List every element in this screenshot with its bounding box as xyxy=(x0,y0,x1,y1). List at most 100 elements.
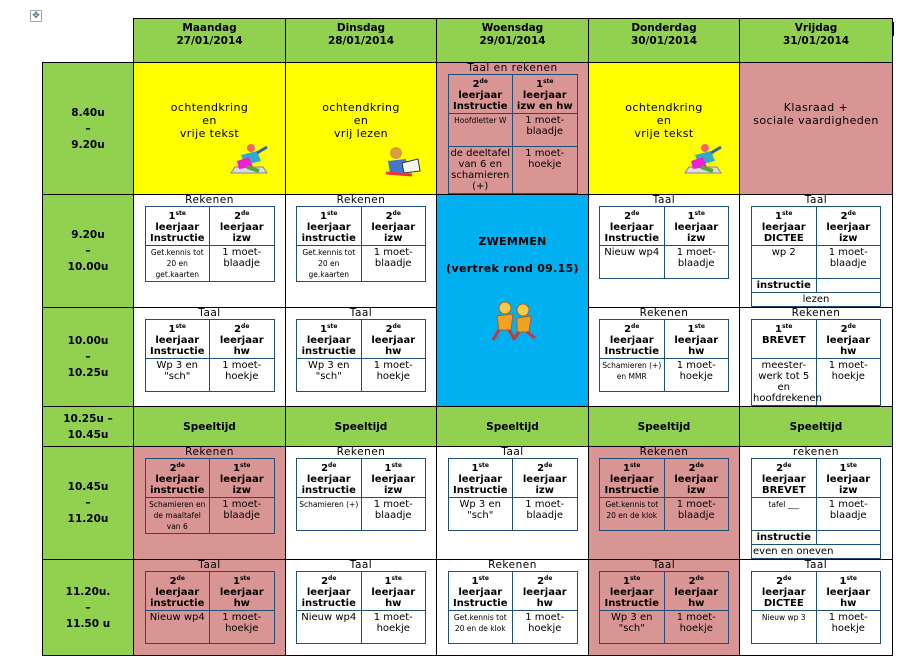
lesson-cell: ZWEMMEN (vertrek rond 09.15) xyxy=(436,194,589,407)
ordinal-suffix: ste xyxy=(542,78,554,85)
group-header-row: 2de leerjaar DICTEE 1ste leerjaar hw xyxy=(751,571,881,611)
subject-title: Taal en rekenen xyxy=(467,62,558,74)
lesson-cell: rekenen 2de leerjaar BREVET 1ste leerjaar … xyxy=(739,446,893,560)
group-table: 2de leerjaar instructie 1ste leerjaar izw… xyxy=(296,458,426,531)
day-name: Dinsdag xyxy=(336,22,386,34)
header-row: Maandag 27/01/2014 Dinsdag 28/01/2014 Woensd… xyxy=(42,18,893,63)
lesson-cell: Taal 1ste leerjaar Instructie 2de leerjaar… xyxy=(436,446,589,560)
child-reading-icon xyxy=(382,145,422,180)
group-task: Wp 3 en "sch" xyxy=(296,358,362,392)
subject-title: Rekenen xyxy=(488,559,537,571)
day-name: Woensdag xyxy=(481,22,544,34)
group-task-row: Get.kennis tot 20 en get.kaarten 1 moet-b… xyxy=(144,245,275,282)
swim-note: (vertrek rond 09.15) xyxy=(446,262,579,275)
subject-title: Rekenen xyxy=(639,307,689,319)
time-slot: 9.20u – 10.00u xyxy=(42,194,134,308)
group-task: 1 moet-hoekje xyxy=(815,358,881,406)
group-task: Get.kennis tot 20 en de klok xyxy=(599,497,665,531)
lesson-line: vrij lezen xyxy=(334,127,388,140)
time-text: 11.20u. xyxy=(65,585,111,598)
group-header: 2de leerjaar hw xyxy=(663,571,729,611)
group-task-row: Wp 3 en "sch" 1 moet-blaadje xyxy=(447,497,578,531)
group-header: 2de leerjaar instructie xyxy=(296,458,362,498)
group-task: 1 moet-blaadje xyxy=(360,245,426,282)
group-table: 2de leerjaar instructie 1ste leerjaar hw N… xyxy=(144,571,275,644)
group-table: 1ste leerjaar Instructie 2de leerjaar izw… xyxy=(144,206,275,282)
time-text: – xyxy=(85,601,91,614)
group-header-row: 2de leerjaar instructie 1ste leerjaar izw xyxy=(144,458,275,498)
time-text: 9.20u xyxy=(71,138,105,151)
lesson-line: ochtendkring xyxy=(170,101,249,114)
ordinal-suffix: de xyxy=(479,78,488,85)
group-table: 2de leerjaar instructie 1ste leerjaar hw N… xyxy=(296,571,426,644)
subject-title: Taal xyxy=(501,446,524,458)
time-text: 10.00u xyxy=(67,335,109,347)
lesson-cell: ochtendkring en vrij lezen xyxy=(285,62,437,195)
group-task: 1 moet-blaadje xyxy=(512,113,578,147)
group-table: 1ste leerjaar Instructie 2de leerjaar hw G… xyxy=(447,571,578,644)
ordinal-suffix: de xyxy=(241,210,250,217)
time-text: 11.50 u xyxy=(65,617,111,630)
group-header: 1ste leerjaar Instructie xyxy=(599,458,665,498)
group-header-row: 1ste leerjaar instructie 2de leerjaar hw xyxy=(296,319,426,359)
ordinal-suffix: de xyxy=(631,323,640,330)
group-task xyxy=(815,530,881,545)
day-name: Vrijdag xyxy=(794,22,838,34)
group-header: 1ste leerjaar Instructie xyxy=(447,571,513,611)
lesson-cell: Rekenen 2de leerjaar instructie 1ste leerj… xyxy=(133,446,286,560)
group-task: Nieuw wp4 xyxy=(296,610,362,644)
break-label: Speeltijd xyxy=(486,420,539,433)
group-task-row: Wp 3 en "sch" 1 moet-hoekje xyxy=(144,358,275,392)
group-header-row: 2de leerjaar Instructie 1ste leerjaar izw… xyxy=(447,74,578,114)
group-task xyxy=(815,278,881,293)
ordinal-suffix: ste xyxy=(239,575,251,582)
group-full-row: even en oneven xyxy=(751,544,881,559)
group-header: 1ste leerjaar izw xyxy=(663,206,729,246)
group-task: 1 moet-blaadje xyxy=(209,245,275,282)
group-task: Get.kennis tot 20 en ge.kaarten xyxy=(296,245,362,282)
lesson-line: en xyxy=(353,114,369,127)
ordinal-suffix: de xyxy=(631,210,640,217)
group-task-row: meester-werk tot 5 en hoofdrekenen 1 moet… xyxy=(751,358,881,406)
ordinal-suffix: ste xyxy=(326,323,338,330)
lesson-cell: Rekenen 1ste leerjaar instructie 2de leerj… xyxy=(285,194,437,308)
lesson-cell: Speeltijd xyxy=(133,406,286,447)
group-header-row: 1ste leerjaar Instructie 2de leerjaar hw xyxy=(599,571,729,611)
group-task: 1 moet-blaadje xyxy=(815,245,881,279)
group-header: 1ste leerjaar izw xyxy=(360,458,426,498)
group-header: 2de leerjaar Instructie xyxy=(599,319,665,359)
group-header: 1ste leerjaar DICTEE xyxy=(751,206,817,246)
lesson-cell: ochtendkring en vrije tekst xyxy=(133,62,286,195)
table-move-handle-icon[interactable]: ✥ xyxy=(30,10,42,22)
group-header: 2de leerjaar hw xyxy=(512,571,578,611)
group-task: 1 moet-blaadje xyxy=(209,497,275,534)
schedule-row: 10.45u –11.20u Rekenen 2de leerjaar instruc… xyxy=(42,446,893,560)
time-text: 9.20u xyxy=(71,229,105,241)
group-task: 1 moet-hoekje xyxy=(663,610,729,644)
day-header-maandag: Maandag 27/01/2014 xyxy=(133,18,286,63)
group-header-row: 1ste leerjaar Instructie 2de leerjaar izw xyxy=(599,458,729,498)
schedule-row: 9.20u –10.00u Rekenen 1ste leerjaar Instruc… xyxy=(42,194,893,407)
group-task: 1 moet-blaadje xyxy=(815,497,881,531)
ordinal-suffix: de xyxy=(544,575,553,582)
group-task: tafel ___ xyxy=(751,497,817,531)
weekly-schedule-table: Maandag 27/01/2014 Dinsdag 28/01/2014 Woensd… xyxy=(42,18,893,656)
ordinal-suffix: de xyxy=(783,462,792,469)
day-header-vrijdag: Vrijdag 31/01/2014 xyxy=(739,18,893,63)
group-task: Schamieren (+) xyxy=(296,497,362,531)
group-header: 1ste leerjaar instructie xyxy=(296,206,362,246)
group-header-row: 1ste leerjaar instructie 2de leerjaar izw xyxy=(296,206,426,246)
group-table: 2de leerjaar BREVET 1ste leerjaar izw tafe… xyxy=(751,458,881,559)
time-text: 10.25u xyxy=(67,367,109,379)
lesson-cell: Taal 2de leerjaar instructie 1ste leerjaar… xyxy=(285,559,437,656)
group-task: 1 moet-hoekje xyxy=(512,146,578,194)
group-header: 2de leerjaar instructie xyxy=(144,458,210,498)
swim-title: ZWEMMEN xyxy=(478,235,547,248)
time-slot: 10.00u – 10.25u xyxy=(42,307,134,407)
group-header-row: 1ste leerjaar Instructie 2de leerjaar hw xyxy=(447,571,578,611)
subject-title: Taal xyxy=(198,307,221,319)
ordinal-suffix: ste xyxy=(326,210,338,217)
group-header: 2de leerjaar hw xyxy=(209,319,275,359)
